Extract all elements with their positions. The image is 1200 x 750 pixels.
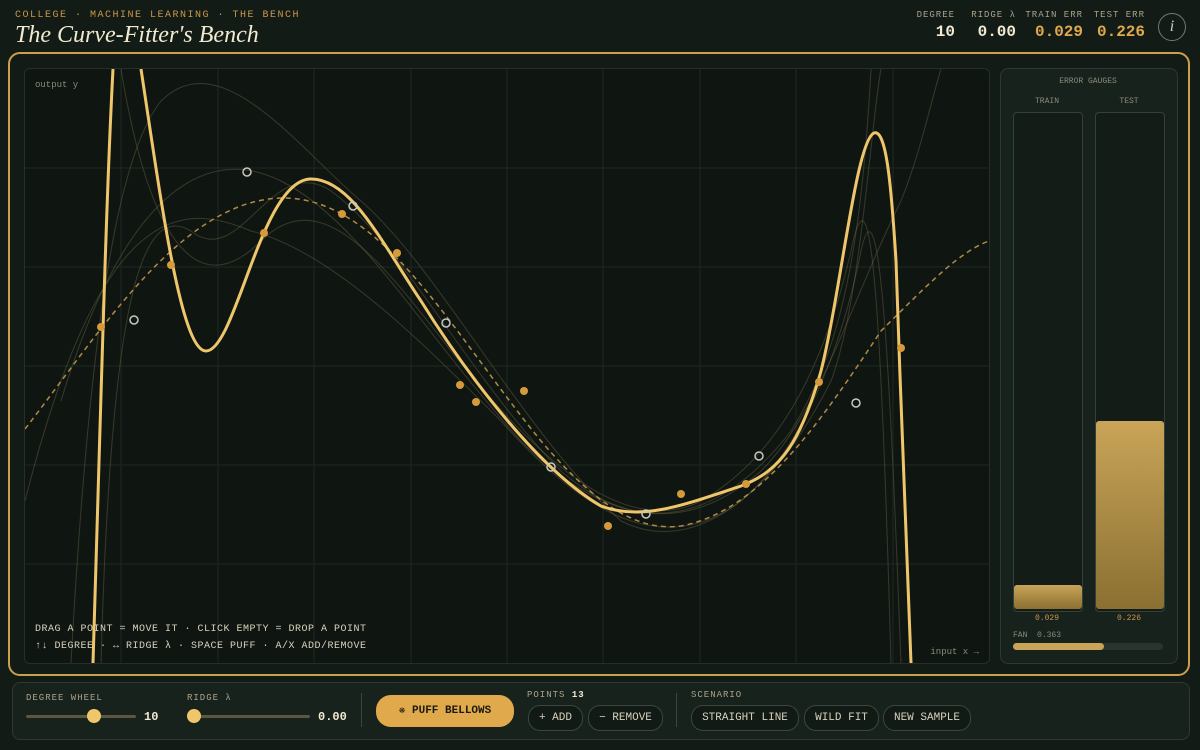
gauge-value: 0.029: [1034, 614, 1059, 623]
plot-canvas: [25, 69, 989, 663]
fit-curve: [91, 69, 913, 663]
points-label-text: POINTS: [527, 690, 566, 700]
hint: DRAG A POINT = MOVE IT · CLICK EMPTY = D…: [35, 624, 367, 635]
fan-value: 0.363: [1037, 631, 1062, 640]
slider-track[interactable]: [26, 715, 136, 718]
stat: TRAIN ERR 0.029: [1020, 10, 1083, 41]
slider-value: 0.00: [318, 710, 347, 724]
slider-value: 10: [144, 710, 159, 724]
plot[interactable]: output y input x → DRAG A POINT = MOVE I…: [24, 68, 990, 664]
frame: [8, 52, 1190, 676]
breadcrumb: COLLEGE · MACHINE LEARNING · THE BENCH: [15, 10, 301, 21]
stat: DEGREE 10: [905, 10, 955, 41]
slider-track[interactable]: [187, 715, 310, 718]
stat-label: RIDGE λ: [971, 10, 1016, 20]
scenario-button[interactable]: STRAIGHT LINE: [691, 705, 799, 731]
gauge-label: TRAIN: [1034, 97, 1059, 106]
puff-button[interactable]: ❋ PUFF BELLOWS: [376, 695, 514, 727]
y-label: output y: [35, 80, 79, 90]
gauge-bar: [1014, 584, 1082, 609]
test-points: [129, 167, 861, 519]
scenario-button[interactable]: WILD FIT: [804, 705, 879, 731]
stat-value: 0.00: [977, 23, 1016, 41]
stat-value: 0.029: [1034, 23, 1083, 41]
stat-label: TRAIN ERR: [1025, 10, 1083, 20]
stat: TEST ERR 0.226: [1088, 10, 1145, 41]
scenario-label: SCENARIO: [691, 690, 743, 700]
points-label: POINTS 13: [527, 690, 585, 700]
control-label: RIDGE λ: [187, 693, 232, 703]
slider-thumb[interactable]: [187, 709, 201, 723]
scenario-button[interactable]: NEW SAMPLE: [883, 705, 971, 731]
stat-value: 10: [935, 23, 955, 41]
gauge-bar: [1096, 421, 1164, 609]
hint: ↑↓ DEGREE · ↔ RIDGE λ · SPACE PUFF · A/X…: [35, 641, 367, 652]
gauge-track: [1013, 112, 1083, 612]
true-curve: [25, 197, 989, 528]
points-count: 13: [571, 690, 585, 700]
grid: [25, 69, 989, 663]
title: The Curve-Fitter's Bench: [15, 22, 259, 48]
train-points[interactable]: [97, 210, 905, 530]
separator: [361, 693, 362, 727]
gauge-value: 0.226: [1116, 614, 1141, 623]
x-label: input x →: [930, 647, 979, 657]
remove-button[interactable]: − REMOVE: [588, 705, 663, 731]
gauge-label: TEST: [1119, 97, 1139, 106]
stat-label: TEST ERR: [1093, 10, 1145, 20]
fan-fill: [1013, 643, 1104, 650]
control-label: DEGREE WHEEL: [26, 693, 103, 703]
separator: [676, 693, 677, 727]
fan-label-text: FAN: [1013, 631, 1028, 640]
stat: RIDGE λ 0.00: [960, 10, 1016, 41]
fan-label: FAN 0.363: [1013, 631, 1061, 640]
fan-track: [1013, 643, 1163, 650]
add-button[interactable]: + ADD: [528, 705, 583, 731]
slider-thumb[interactable]: [87, 709, 101, 723]
stat-label: DEGREE: [916, 10, 955, 20]
stat-value: 0.226: [1096, 23, 1145, 41]
info-button[interactable]: i: [1158, 13, 1186, 41]
curves: [25, 69, 989, 663]
gauge-title: ERROR GAUGES: [1059, 77, 1117, 86]
